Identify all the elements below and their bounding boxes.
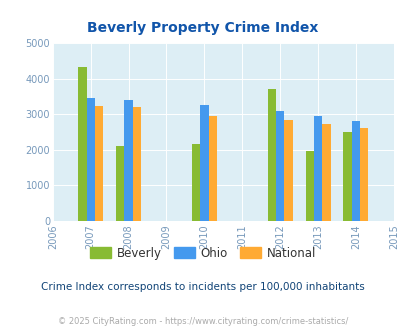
Bar xyxy=(86,98,95,221)
Bar xyxy=(267,88,275,221)
Bar xyxy=(116,146,124,221)
Bar xyxy=(275,111,284,221)
Bar xyxy=(313,116,322,221)
Bar xyxy=(322,124,330,221)
Bar xyxy=(192,145,200,221)
Bar xyxy=(284,119,292,221)
Bar xyxy=(305,151,313,221)
Bar xyxy=(124,100,132,221)
Bar xyxy=(95,106,103,221)
Bar xyxy=(351,121,359,221)
Bar xyxy=(200,105,208,221)
Bar xyxy=(359,128,367,221)
Bar xyxy=(343,132,351,221)
Legend: Beverly, Ohio, National: Beverly, Ohio, National xyxy=(85,242,320,264)
Text: Beverly Property Crime Index: Beverly Property Crime Index xyxy=(87,21,318,35)
Bar xyxy=(78,67,86,221)
Text: © 2025 CityRating.com - https://www.cityrating.com/crime-statistics/: © 2025 CityRating.com - https://www.city… xyxy=(58,317,347,326)
Bar xyxy=(208,116,216,221)
Bar xyxy=(132,107,141,221)
Text: Crime Index corresponds to incidents per 100,000 inhabitants: Crime Index corresponds to incidents per… xyxy=(41,282,364,292)
